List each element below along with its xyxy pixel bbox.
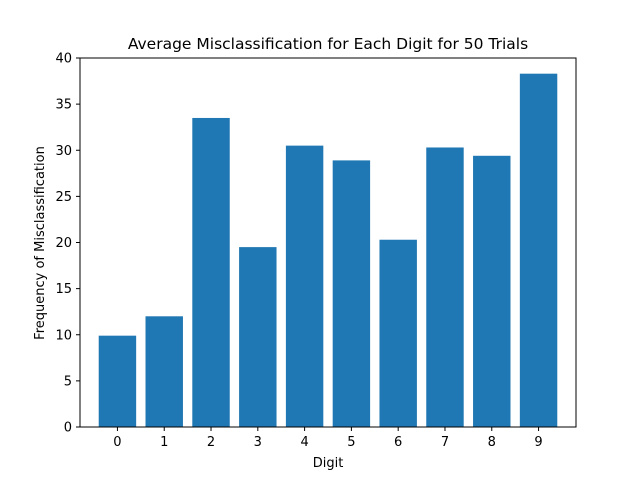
bar-digit-0 <box>98 335 137 427</box>
bars-group <box>98 73 558 428</box>
bar-digit-3 <box>239 247 277 427</box>
bar-digit-1 <box>145 316 183 427</box>
bar-digit-6 <box>379 239 417 427</box>
chart-title: Average Misclassification for Each Digit… <box>128 35 528 53</box>
x-tick-label: 6 <box>394 435 402 450</box>
x-tick-label: 0 <box>113 435 121 450</box>
x-tick-label: 9 <box>534 435 542 450</box>
x-axis: 0 1 2 3 4 5 6 7 8 9 <box>113 427 543 450</box>
bar-digit-9 <box>519 73 558 428</box>
bar-digit-4 <box>285 145 324 427</box>
bar-digit-2 <box>192 117 230 428</box>
x-tick-label: 2 <box>207 435 215 450</box>
y-tick-label: 20 <box>55 236 72 251</box>
y-tick-label: 35 <box>55 98 72 113</box>
y-tick-label: 0 <box>64 421 72 436</box>
y-tick-label: 30 <box>55 144 72 159</box>
y-tick-label: 40 <box>55 52 72 67</box>
x-axis-label: Digit <box>313 456 344 471</box>
y-tick-label: 5 <box>64 374 72 389</box>
plot-frame <box>79 57 577 428</box>
y-tick-label: 10 <box>55 328 72 343</box>
y-axis-label: Frequency of Misclassification <box>33 146 48 340</box>
y-tick-label: 15 <box>55 282 72 297</box>
y-axis: 0 5 10 15 20 25 30 35 40 <box>55 52 80 436</box>
bar-digit-8 <box>473 155 511 427</box>
x-tick-label: 1 <box>160 435 168 450</box>
bar-digit-7 <box>426 147 464 428</box>
x-tick-label: 7 <box>441 435 449 450</box>
x-tick-label: 3 <box>254 435 262 450</box>
y-tick-label: 25 <box>55 190 72 205</box>
x-tick-label: 8 <box>488 435 496 450</box>
x-tick-label: 4 <box>300 435 308 450</box>
bar-digit-5 <box>332 160 371 427</box>
x-tick-label: 5 <box>347 435 355 450</box>
